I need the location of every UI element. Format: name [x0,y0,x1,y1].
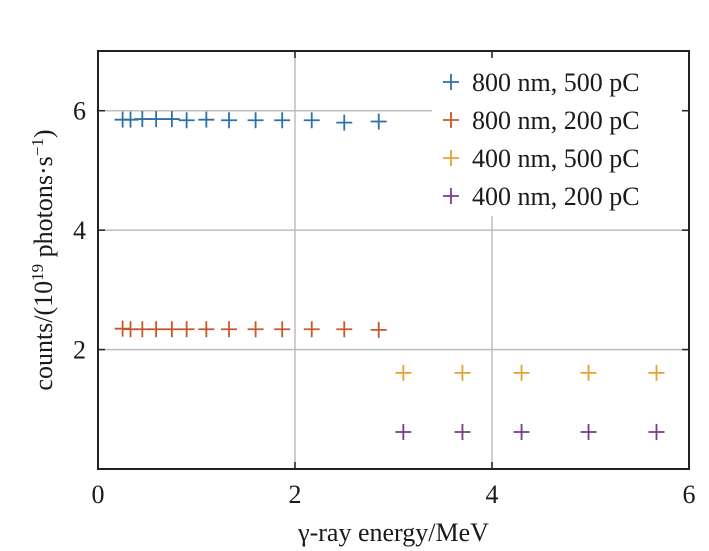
data-point [163,111,180,128]
x-tick-label: 0 [92,480,105,509]
y-tick-label: 6 [73,97,86,126]
data-point [513,364,530,381]
data-point [336,321,353,338]
y-tick-label: 4 [73,216,86,245]
axis-ticks: 0 2 4 6 2 4 6 [73,51,696,509]
y-axis-label-unit-exponent: −1 [28,138,47,156]
data-point [274,321,291,338]
data-point [513,423,530,440]
data-point [274,112,291,129]
data-point [395,364,412,381]
y-axis-label-pre: counts/(10 [29,281,58,391]
y-tick-label: 2 [73,336,86,365]
legend-background [432,56,684,216]
data-point [198,321,215,338]
series-0-points [114,111,387,131]
data-point [395,423,412,440]
y-axis-label-post: ) [29,129,58,138]
data-point [454,423,471,440]
data-point [134,321,151,338]
data-point [336,114,353,131]
data-point [303,321,320,338]
y-axis-label-unit: photons·s [29,156,58,264]
x-tick-label: 4 [486,480,499,509]
data-point [370,113,387,130]
x-tick-label: 6 [683,480,696,509]
data-point [247,112,264,129]
series-3-points [395,423,665,440]
data-point [163,321,180,338]
legend-marker [443,150,459,166]
legend-label: 800 nm, 500 pC [472,68,640,97]
data-point [247,321,264,338]
data-point [580,364,597,381]
data-point [580,423,597,440]
legend-label: 400 nm, 500 pC [472,144,640,173]
data-point [148,321,165,338]
data-point [148,111,165,128]
data-point [198,111,215,128]
legend-marker [443,188,459,204]
data-point [648,364,665,381]
data-point [221,321,238,338]
x-tick-label: 2 [289,480,302,509]
legend-marker [443,74,459,90]
series-2-points [395,364,665,381]
x-axis-label: γ-ray energy/MeV [297,518,489,547]
plot-frame [97,50,690,470]
data-point [178,321,195,338]
data-point [134,111,151,128]
legend-label: 800 nm, 200 pC [472,106,640,135]
y-axis-label: counts/(1019 photons·s−1) [28,129,59,390]
data-points [114,111,665,440]
data-point [648,423,665,440]
legend: 800 nm, 500 pC 800 nm, 200 pC 400 nm, 500 … [443,68,640,211]
series-1-points [114,320,387,338]
data-point [370,321,387,338]
data-point [221,112,238,129]
data-point [454,364,471,381]
data-point [303,112,320,129]
legend-marker [443,112,459,128]
legend-label: 400 nm, 200 pC [472,182,640,211]
data-point [178,112,195,129]
y-axis-label-exponent: 19 [28,264,47,281]
legend-box [432,56,684,216]
